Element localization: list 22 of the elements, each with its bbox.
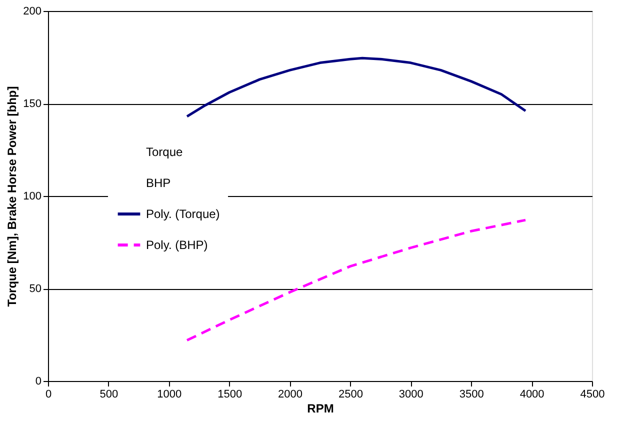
text: BHP bbox=[146, 176, 171, 190]
x-axis-title: RPM bbox=[307, 402, 334, 416]
x-tick-label: 500 bbox=[100, 388, 118, 400]
y-tick-label: 200 bbox=[23, 6, 42, 18]
x-tick-label: 4500 bbox=[580, 388, 605, 400]
y-tick-label: 100 bbox=[23, 190, 42, 202]
line-series bbox=[186, 56, 527, 118]
x-tick-label: 2500 bbox=[338, 388, 363, 400]
x-tick-label: 1500 bbox=[218, 388, 242, 400]
y-tick-label: 0 bbox=[35, 376, 42, 388]
legend-label: Poly. (Torque) bbox=[146, 207, 220, 221]
x-tick-label: 0 bbox=[45, 388, 52, 400]
legend-label: Poly. (BHP) bbox=[146, 238, 208, 252]
x-tick-label: 2000 bbox=[278, 388, 303, 400]
x-tick-label: 4000 bbox=[520, 388, 544, 400]
x-tick-label: 3000 bbox=[398, 388, 424, 400]
y-tick-label: 150 bbox=[23, 98, 42, 110]
x-tick-label: 1000 bbox=[157, 388, 182, 400]
x-tick-label: 3500 bbox=[459, 388, 484, 400]
y-axis-title: Torque [Nm], Brake Horse Power [bhp] bbox=[5, 86, 20, 307]
y-tick-label: 50 bbox=[29, 283, 42, 295]
text: Torque bbox=[146, 145, 184, 159]
